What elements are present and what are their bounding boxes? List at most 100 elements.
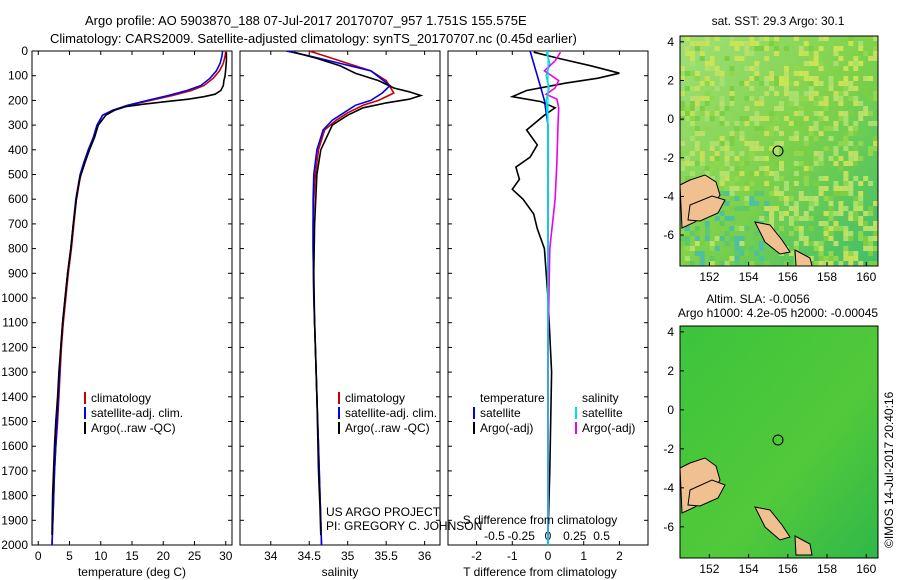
- sst-pixel: [833, 181, 839, 186]
- t-difference-axis-label: T difference from climatology: [463, 565, 617, 579]
- sst-pixel: [823, 176, 829, 181]
- sst-pixel: [833, 46, 839, 51]
- sst-pixel: [843, 206, 849, 211]
- sst-pixel: [793, 71, 799, 76]
- land-polygon: [687, 479, 726, 507]
- sst-pixel: [719, 101, 725, 106]
- sst-pixel: [729, 36, 735, 41]
- sst-pixel: [734, 46, 740, 51]
- sst-pixel: [704, 171, 710, 176]
- salinity-depth-ticks: [240, 50, 440, 546]
- sst-pixel: [823, 146, 829, 151]
- sst-pixel: [680, 151, 685, 156]
- sst-pixel: [848, 261, 854, 266]
- sst-pixel: [709, 96, 715, 101]
- sst-pixel: [838, 186, 844, 191]
- sst-pixel: [704, 81, 710, 86]
- project-line-2: PI: GREGORY C. JOHNSON: [326, 519, 482, 533]
- sst-pixel: [788, 91, 794, 96]
- sst-pixel: [684, 236, 690, 241]
- sst-pixel: [868, 96, 874, 101]
- sst-pixel: [863, 211, 869, 216]
- sst-pixel: [858, 191, 864, 196]
- sst-pixel: [788, 186, 794, 191]
- sst-pixel: [714, 246, 720, 251]
- sst-pixel: [774, 206, 780, 211]
- sst-pixel: [769, 151, 775, 156]
- sst-pixel: [828, 136, 834, 141]
- sst-pixel: [838, 141, 844, 146]
- legend-label-climatology: climatology: [345, 391, 405, 405]
- sst-pixel: [813, 181, 819, 186]
- sst-pixel: [823, 106, 829, 111]
- sst-pixel: [764, 201, 770, 206]
- sst-pixel: [833, 126, 839, 131]
- sst-pixel: [694, 46, 700, 51]
- temperature-axes-frame: [31, 50, 233, 546]
- legend-label-s-argo: Argo(-adj): [582, 421, 635, 435]
- sst-pixel: [699, 251, 705, 256]
- series-line-t-argo-adj-: [509, 51, 620, 536]
- map-x-tick-label: 160: [856, 562, 876, 576]
- sst-pixel: [744, 226, 750, 231]
- sst-pixel: [704, 221, 710, 226]
- sst-pixel: [818, 111, 824, 116]
- sst-pixel: [779, 196, 784, 201]
- sst-pixel: [818, 186, 824, 191]
- sst-pixel: [699, 111, 705, 116]
- sst-pixel: [823, 186, 829, 191]
- sst-pixel: [863, 111, 869, 116]
- sst-pixel: [754, 71, 760, 76]
- land-polygon: [754, 506, 791, 541]
- sst-pixel: [793, 246, 799, 251]
- sst-pixel: [759, 171, 765, 176]
- sst-pixel: [873, 96, 879, 101]
- sst-pixel: [848, 81, 854, 86]
- sst-pixel: [724, 121, 730, 126]
- sst-pixel: [793, 161, 799, 166]
- sst-pixel: [709, 156, 715, 161]
- sst-pixel: [838, 101, 844, 106]
- map-x-tick-label: 160: [856, 270, 876, 284]
- sst-pixel: [808, 201, 814, 206]
- sst-pixel: [699, 241, 705, 246]
- sst-pixel: [838, 166, 844, 171]
- sst-pixel: [719, 221, 725, 226]
- sst-pixel: [808, 86, 814, 91]
- sst-pixel: [684, 226, 690, 231]
- sst-pixel: [793, 136, 799, 141]
- sst-pixel: [833, 211, 839, 216]
- x-tick-label: 36: [418, 549, 432, 563]
- sst-pixel: [724, 191, 730, 196]
- s-difference-axis-label: S difference from climatology: [463, 513, 618, 527]
- sst-pixel: [853, 86, 859, 91]
- sst-pixel: [709, 146, 715, 151]
- sst-pixel: [853, 176, 859, 181]
- sst-pixel: [868, 56, 874, 61]
- sst-pixel: [719, 81, 725, 86]
- sst-pixel: [843, 161, 849, 166]
- sst-pixel: [739, 186, 745, 191]
- sst-pixel: [838, 46, 844, 51]
- sst-pixel: [818, 96, 824, 101]
- sst-pixel: [808, 216, 814, 221]
- y-tick-label: 100: [8, 69, 28, 83]
- sst-pixel: [838, 201, 844, 206]
- sst-pixel: [729, 41, 735, 46]
- sst-pixel: [734, 156, 740, 161]
- sst-pixel: [719, 176, 725, 181]
- sst-pixel: [724, 56, 730, 61]
- y-tick-label: 1700: [1, 464, 28, 478]
- sst-pixel: [868, 111, 874, 116]
- sst-pixel: [680, 76, 685, 81]
- sst-pixel: [689, 71, 695, 76]
- sst-pixel: [803, 241, 809, 246]
- sst-pixel: [779, 76, 784, 81]
- sst-pixel: [774, 46, 780, 51]
- sst-pixel: [709, 141, 715, 146]
- sst-pixel: [680, 141, 685, 146]
- sst-pixel: [823, 96, 829, 101]
- sst-pixel: [853, 216, 859, 221]
- sst-pixel: [774, 81, 780, 86]
- sst-pixel: [774, 36, 780, 41]
